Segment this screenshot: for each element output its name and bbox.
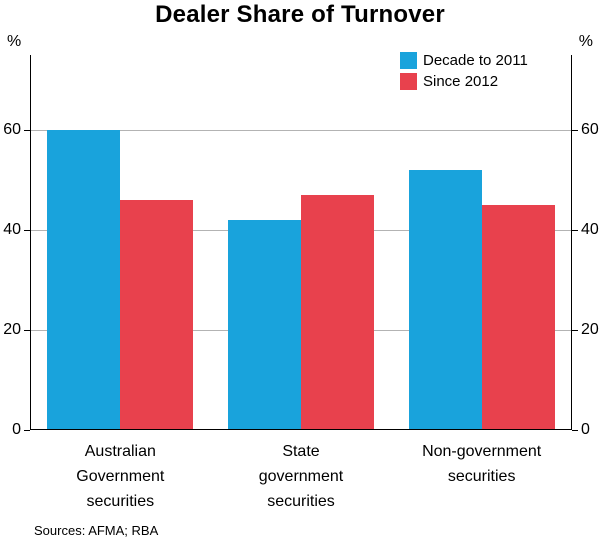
bar-since-2012: [120, 200, 194, 429]
y-tick-label-left: 40: [3, 221, 21, 238]
tick-mark-right: [572, 129, 578, 131]
x-axis: [30, 429, 572, 430]
legend-label: Decade to 2011: [423, 52, 528, 69]
y-unit-left: %: [7, 33, 22, 50]
tick-mark-left: [24, 229, 30, 231]
y-axis-right: [571, 55, 572, 430]
y-tick-label-right: 20: [581, 321, 599, 338]
bar-decade-to-2011: [228, 220, 301, 429]
chart-title: Dealer Share of Turnover: [155, 1, 445, 28]
tick-mark-right: [572, 329, 578, 331]
y-tick-label-right: 60: [581, 121, 599, 138]
tick-mark-left: [24, 129, 30, 131]
bar-decade-to-2011: [408, 170, 482, 429]
y-tick-label-right: 0: [581, 421, 590, 438]
legend-swatch: [400, 73, 417, 90]
legend-label: Since 2012: [423, 73, 499, 90]
x-axis-label: State government securities: [258, 443, 344, 510]
gridline: [30, 129, 572, 131]
legend-swatch: [400, 52, 417, 69]
bar-decade-to-2011: [47, 130, 121, 429]
legend-item: Since 2012: [400, 73, 528, 90]
bar-since-2012: [301, 195, 374, 429]
x-axis-label: Non-government securities: [422, 443, 542, 485]
sources-text: Sources: AFMA; RBA: [34, 523, 159, 538]
tick-mark-left: [24, 429, 30, 431]
y-tick-label-left: 20: [3, 321, 21, 338]
tick-mark-right: [572, 429, 578, 431]
y-tick-label-left: 0: [12, 421, 21, 438]
bar-since-2012: [481, 205, 555, 429]
legend: Decade to 2011 Since 2012: [400, 52, 528, 94]
y-axis-left: [30, 55, 31, 430]
y-unit-right: %: [578, 33, 593, 50]
tick-mark-left: [24, 329, 30, 331]
y-tick-label-right: 40: [581, 221, 599, 238]
x-axis-label: Australian Government securities: [76, 443, 165, 510]
legend-item: Decade to 2011: [400, 52, 528, 69]
y-tick-label-left: 60: [3, 121, 21, 138]
tick-mark-right: [572, 229, 578, 231]
